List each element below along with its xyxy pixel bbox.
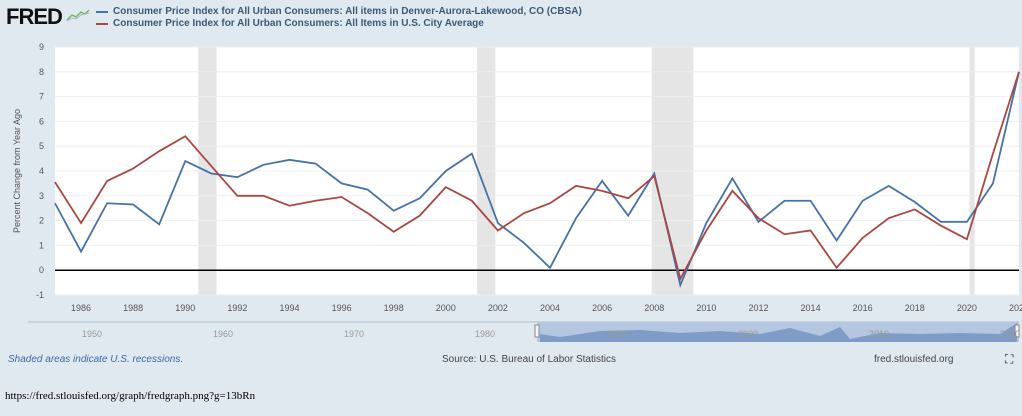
- navigator-series: [540, 323, 1017, 342]
- navigator-handle-left[interactable]: [534, 324, 540, 338]
- y-tick-label: 2: [39, 216, 44, 226]
- x-tick-label: 1990: [175, 303, 195, 313]
- navigator-tick-label: 2020: [1000, 329, 1020, 339]
- x-tick-label: 2020: [957, 303, 977, 313]
- y-tick-label: 3: [39, 191, 44, 201]
- series-line-0: [54, 71, 1020, 288]
- x-tick-label: 2016: [853, 303, 873, 313]
- navigator-tick-label: 2010: [869, 329, 889, 339]
- navigator-tick-label: 1970: [344, 329, 364, 339]
- x-tick-label: 2010: [696, 303, 716, 313]
- x-tick-label: 2018: [905, 303, 925, 313]
- navigator-tick-label: 1980: [475, 329, 495, 339]
- source-text: Source: U.S. Bureau of Labor Statistics: [442, 354, 616, 365]
- fred-logo[interactable]: FRED: [6, 4, 63, 29]
- navigator-tick-label: 1990: [607, 329, 627, 339]
- x-tick-label: 1992: [227, 303, 247, 313]
- y-tick-label: 7: [39, 92, 44, 102]
- legend-swatch-blue: [96, 11, 108, 13]
- navigator-tick-label: 1950: [82, 329, 102, 339]
- fred-logo-chart-icon: [66, 9, 90, 22]
- navigator-tick-label: 2000: [738, 329, 758, 339]
- y-tick-label: 6: [39, 116, 44, 126]
- y-tick-label: 4: [39, 166, 44, 176]
- legend-label: Consumer Price Index for All Urban Consu…: [113, 18, 484, 29]
- y-tick-label: 0: [39, 265, 44, 275]
- legend-label: Consumer Price Index for All Urban Consu…: [113, 6, 582, 17]
- navigator-handle-right[interactable]: [1014, 324, 1020, 338]
- x-tick-label: 2008: [644, 303, 664, 313]
- recession-note: Shaded areas indicate U.S. recessions.: [8, 354, 184, 365]
- y-tick-label: 9: [39, 42, 44, 52]
- x-tick-label: 1986: [71, 303, 91, 313]
- fullscreen-icon[interactable]: ⛶: [1005, 352, 1014, 366]
- y-tick-label: 5: [39, 141, 44, 151]
- x-tick-label: 2004: [540, 303, 560, 313]
- x-tick-label: 2002: [488, 303, 508, 313]
- chart-legend: Consumer Price Index for All Urban Consu…: [96, 6, 582, 30]
- y-tick-label: 1: [39, 240, 44, 250]
- x-tick-label: 2012: [748, 303, 768, 313]
- x-tick-label: 1994: [279, 303, 299, 313]
- legend-item-denver[interactable]: Consumer Price Index for All Urban Consu…: [96, 6, 582, 18]
- y-tick-label: -1: [36, 290, 44, 300]
- x-tick-label: 2000: [436, 303, 456, 313]
- y-tick-label: 8: [39, 67, 44, 77]
- y-axis-label: Percent Change from Year Ago: [12, 109, 22, 233]
- x-tick-label: 2006: [592, 303, 612, 313]
- site-link[interactable]: fred.stlouisfed.org: [874, 354, 954, 365]
- graph-url[interactable]: https://fred.stlouisfed.org/graph/fredgr…: [5, 390, 256, 402]
- x-tick-label: 1998: [384, 303, 404, 313]
- x-tick-label: 1996: [332, 303, 352, 313]
- navigator-tick-label: 1960: [213, 329, 233, 339]
- x-tick-label: 2022: [1009, 303, 1022, 313]
- x-tick-label: 2014: [801, 303, 821, 313]
- legend-item-us[interactable]: Consumer Price Index for All Urban Consu…: [96, 18, 582, 30]
- x-tick-label: 1988: [123, 303, 143, 313]
- series-line-1: [54, 71, 1020, 282]
- legend-swatch-red: [96, 23, 108, 25]
